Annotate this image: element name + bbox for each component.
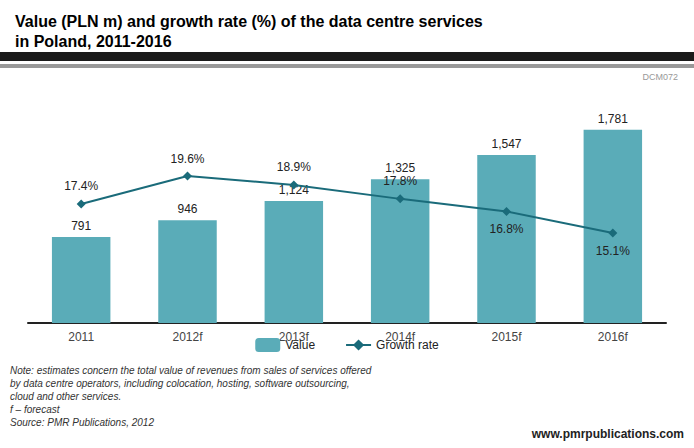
- svg-text:cloud and other services.: cloud and other services.: [10, 391, 121, 402]
- svg-text:2016f: 2016f: [598, 330, 629, 344]
- svg-text:www.pmrpublications.com: www.pmrpublications.com: [531, 427, 684, 441]
- svg-text:2013f: 2013f: [278, 330, 309, 344]
- svg-text:18.9%: 18.9%: [277, 160, 311, 174]
- svg-text:1,124: 1,124: [278, 183, 309, 197]
- svg-text:Note: estimates concern the to: Note: estimates concern the total value …: [10, 365, 372, 376]
- svg-text:in Poland, 2011-2016: in Poland, 2011-2016: [15, 33, 172, 50]
- svg-text:791: 791: [71, 219, 91, 233]
- svg-text:1,547: 1,547: [491, 137, 521, 151]
- svg-text:15.1%: 15.1%: [596, 244, 630, 258]
- svg-text:DCM072: DCM072: [642, 72, 678, 82]
- svg-text:Growth rate: Growth rate: [376, 338, 439, 352]
- svg-text:f – forecast: f – forecast: [10, 404, 61, 415]
- svg-text:2012f: 2012f: [172, 330, 203, 344]
- svg-text:1,325: 1,325: [385, 161, 415, 175]
- svg-text:16.8%: 16.8%: [489, 222, 523, 236]
- svg-text:2014f: 2014f: [385, 330, 416, 344]
- svg-text:1,781: 1,781: [598, 112, 628, 126]
- svg-text:17.4%: 17.4%: [64, 179, 98, 193]
- svg-text:Value (PLN m) and growth rate: Value (PLN m) and growth rate (%) of the…: [15, 13, 483, 30]
- svg-text:19.6%: 19.6%: [170, 152, 204, 166]
- svg-text:17.8%: 17.8%: [383, 174, 417, 188]
- svg-text:Source: PMR Publications, 2012: Source: PMR Publications, 2012: [10, 417, 154, 428]
- svg-text:2011: 2011: [68, 330, 94, 344]
- svg-text:946: 946: [177, 202, 197, 216]
- svg-text:by data centre operators, incl: by data centre operators, including colo…: [10, 378, 350, 389]
- svg-text:2015f: 2015f: [491, 330, 522, 344]
- svg-text:Value: Value: [285, 338, 315, 352]
